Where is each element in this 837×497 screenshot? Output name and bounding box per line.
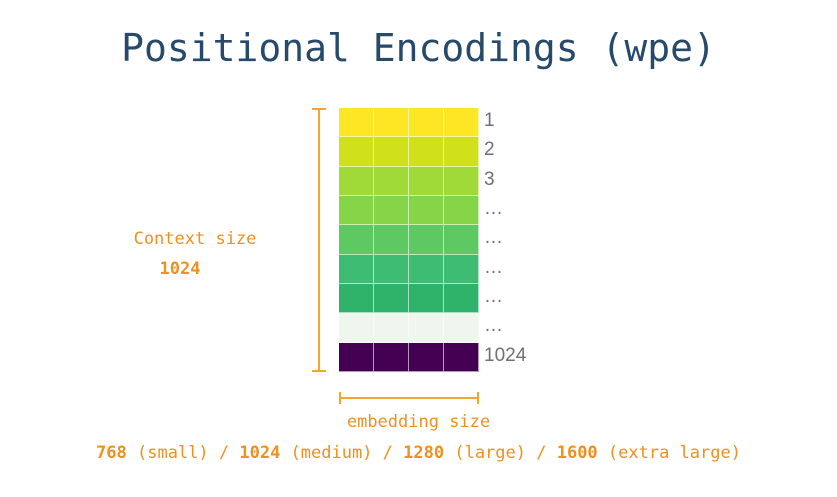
size-value: 768 — [96, 443, 127, 463]
matrix-cell — [444, 195, 479, 226]
matrix-cell — [374, 254, 409, 284]
matrix-cell — [374, 342, 409, 372]
matrix-cell — [444, 313, 479, 343]
matrix-cell — [339, 166, 374, 196]
row-label: 1024 — [484, 344, 527, 366]
matrix-cell — [409, 166, 444, 196]
matrix-cell — [339, 313, 374, 343]
matrix-cell — [444, 108, 479, 138]
row-label: … — [484, 286, 503, 307]
context-size-label: Context size — [133, 229, 257, 249]
matrix-cell — [374, 137, 409, 167]
matrix-cell — [374, 108, 409, 138]
matrix-cell — [374, 225, 409, 255]
matrix-cell — [409, 195, 444, 226]
matrix-cell — [339, 195, 374, 226]
size-value: 1600 — [556, 443, 598, 463]
matrix-cell — [339, 137, 374, 167]
row-label: … — [484, 256, 503, 278]
context-size-bracket — [312, 108, 326, 372]
positional-encoding-matrix — [339, 108, 479, 372]
matrix-cell — [444, 137, 479, 167]
matrix-cell — [409, 225, 444, 255]
size-separator: / — [372, 443, 404, 463]
matrix-cell — [409, 342, 444, 372]
matrix-cell — [374, 166, 409, 196]
matrix-cell — [409, 137, 444, 167]
matrix-cell — [339, 283, 374, 314]
matrix-cell — [444, 166, 479, 196]
row-label: 3 — [484, 168, 495, 190]
row-label: … — [484, 227, 503, 249]
matrix-cell — [444, 225, 479, 255]
matrix-cell — [374, 313, 409, 343]
matrix-cell — [339, 254, 374, 284]
size-value: 1280 — [403, 443, 445, 463]
size-name: (small) — [126, 443, 209, 463]
matrix-cell — [339, 225, 374, 255]
matrix-cell — [339, 342, 374, 372]
matrix-cell — [409, 254, 444, 284]
embedding-size-label: embedding size — [346, 412, 491, 432]
context-size-value: 1024 — [159, 259, 201, 279]
matrix-cell — [409, 313, 444, 343]
row-label: 1 — [484, 110, 495, 131]
model-sizes-line: 768 (small) / 1024 (medium) / 1280 (larg… — [0, 443, 837, 463]
matrix-cell — [339, 108, 374, 138]
row-label: … — [484, 198, 503, 219]
matrix-cell — [444, 254, 479, 284]
size-separator: / — [208, 443, 240, 463]
row-label: … — [484, 315, 503, 337]
matrix-cell — [374, 283, 409, 314]
size-name: (extra large) — [597, 443, 741, 463]
matrix-cell — [409, 283, 444, 314]
matrix-cell — [409, 108, 444, 138]
page-title: Positional Encodings (wpe) — [121, 26, 716, 70]
bracket-line — [339, 397, 479, 399]
bracket-line — [318, 108, 320, 372]
size-value: 1024 — [239, 443, 281, 463]
row-label: 2 — [484, 139, 495, 161]
size-name: (medium) — [280, 443, 373, 463]
bracket-cap-right — [477, 392, 479, 404]
size-separator: / — [526, 443, 557, 463]
matrix-cell — [374, 195, 409, 226]
bracket-cap-bottom — [312, 370, 326, 372]
embedding-size-bracket — [339, 392, 479, 404]
matrix-cell — [444, 283, 479, 314]
matrix-cell — [444, 342, 479, 372]
size-name: (large) — [444, 443, 526, 463]
